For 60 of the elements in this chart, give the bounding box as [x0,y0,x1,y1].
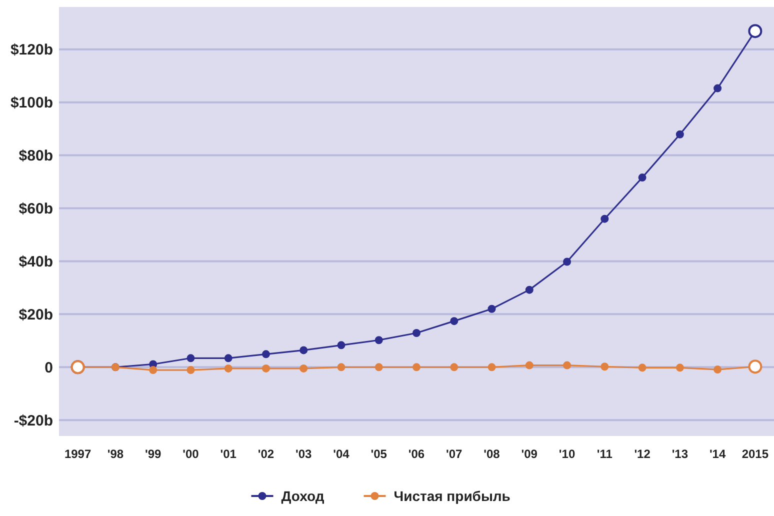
x-tick-label: '13 [672,447,688,461]
point [600,214,609,223]
x-tick-label: '00 [182,447,200,461]
x-tick-label: '02 [258,447,274,461]
y-tick-label: $20b [18,306,53,324]
point [638,364,646,372]
point [450,317,458,326]
y-tick-label: -$20b [14,412,53,430]
point [676,364,684,372]
point [224,364,232,372]
x-tick-label: '08 [484,447,500,461]
x-tick-label: 2015 [742,447,769,461]
point [186,354,195,362]
x-tick-label: '11 [596,447,613,461]
point [563,361,572,370]
x-tick-label: '14 [709,447,726,461]
point [714,84,722,92]
point [714,366,722,374]
x-tick-label: '12 [634,447,651,461]
point [488,304,496,313]
x-tick-label: '98 [107,447,124,461]
point [676,130,684,138]
x-tick-label: 1997 [64,447,92,461]
point [149,366,158,374]
x-tick-label: '10 [558,447,576,461]
x-tick-label: '06 [408,447,425,461]
point [186,366,195,374]
point [412,328,420,337]
x-tick-label: '04 [333,447,350,461]
point [337,363,346,372]
point [300,364,308,372]
x-tick-label: '03 [296,447,312,461]
point [525,361,534,370]
point [262,364,270,372]
point [374,336,383,344]
point [600,362,609,371]
point [337,341,346,350]
legend-label: Чистая прибыль [394,488,511,504]
point [374,363,383,372]
point [224,354,232,362]
y-tick-label: $40b [18,253,53,270]
point [450,363,458,372]
point [300,346,308,354]
y-tick-label: $100b [10,94,53,112]
y-tick-label: 0 [44,359,53,376]
y-tick-label: $60b [18,200,53,218]
point [525,286,534,294]
x-tick-label: '09 [521,447,538,461]
point [488,363,496,372]
point [563,258,572,266]
legend-label: Доход [281,488,324,504]
point [638,174,646,182]
point [412,363,420,372]
y-tick-label: $120b [10,42,53,59]
x-tick-label: '07 [446,447,463,461]
x-tick-label: '05 [370,447,388,461]
point [262,350,270,358]
x-tick-label: '01 [220,447,237,461]
y-tick-label: $80b [18,148,53,165]
x-tick-label: '99 [144,447,162,461]
